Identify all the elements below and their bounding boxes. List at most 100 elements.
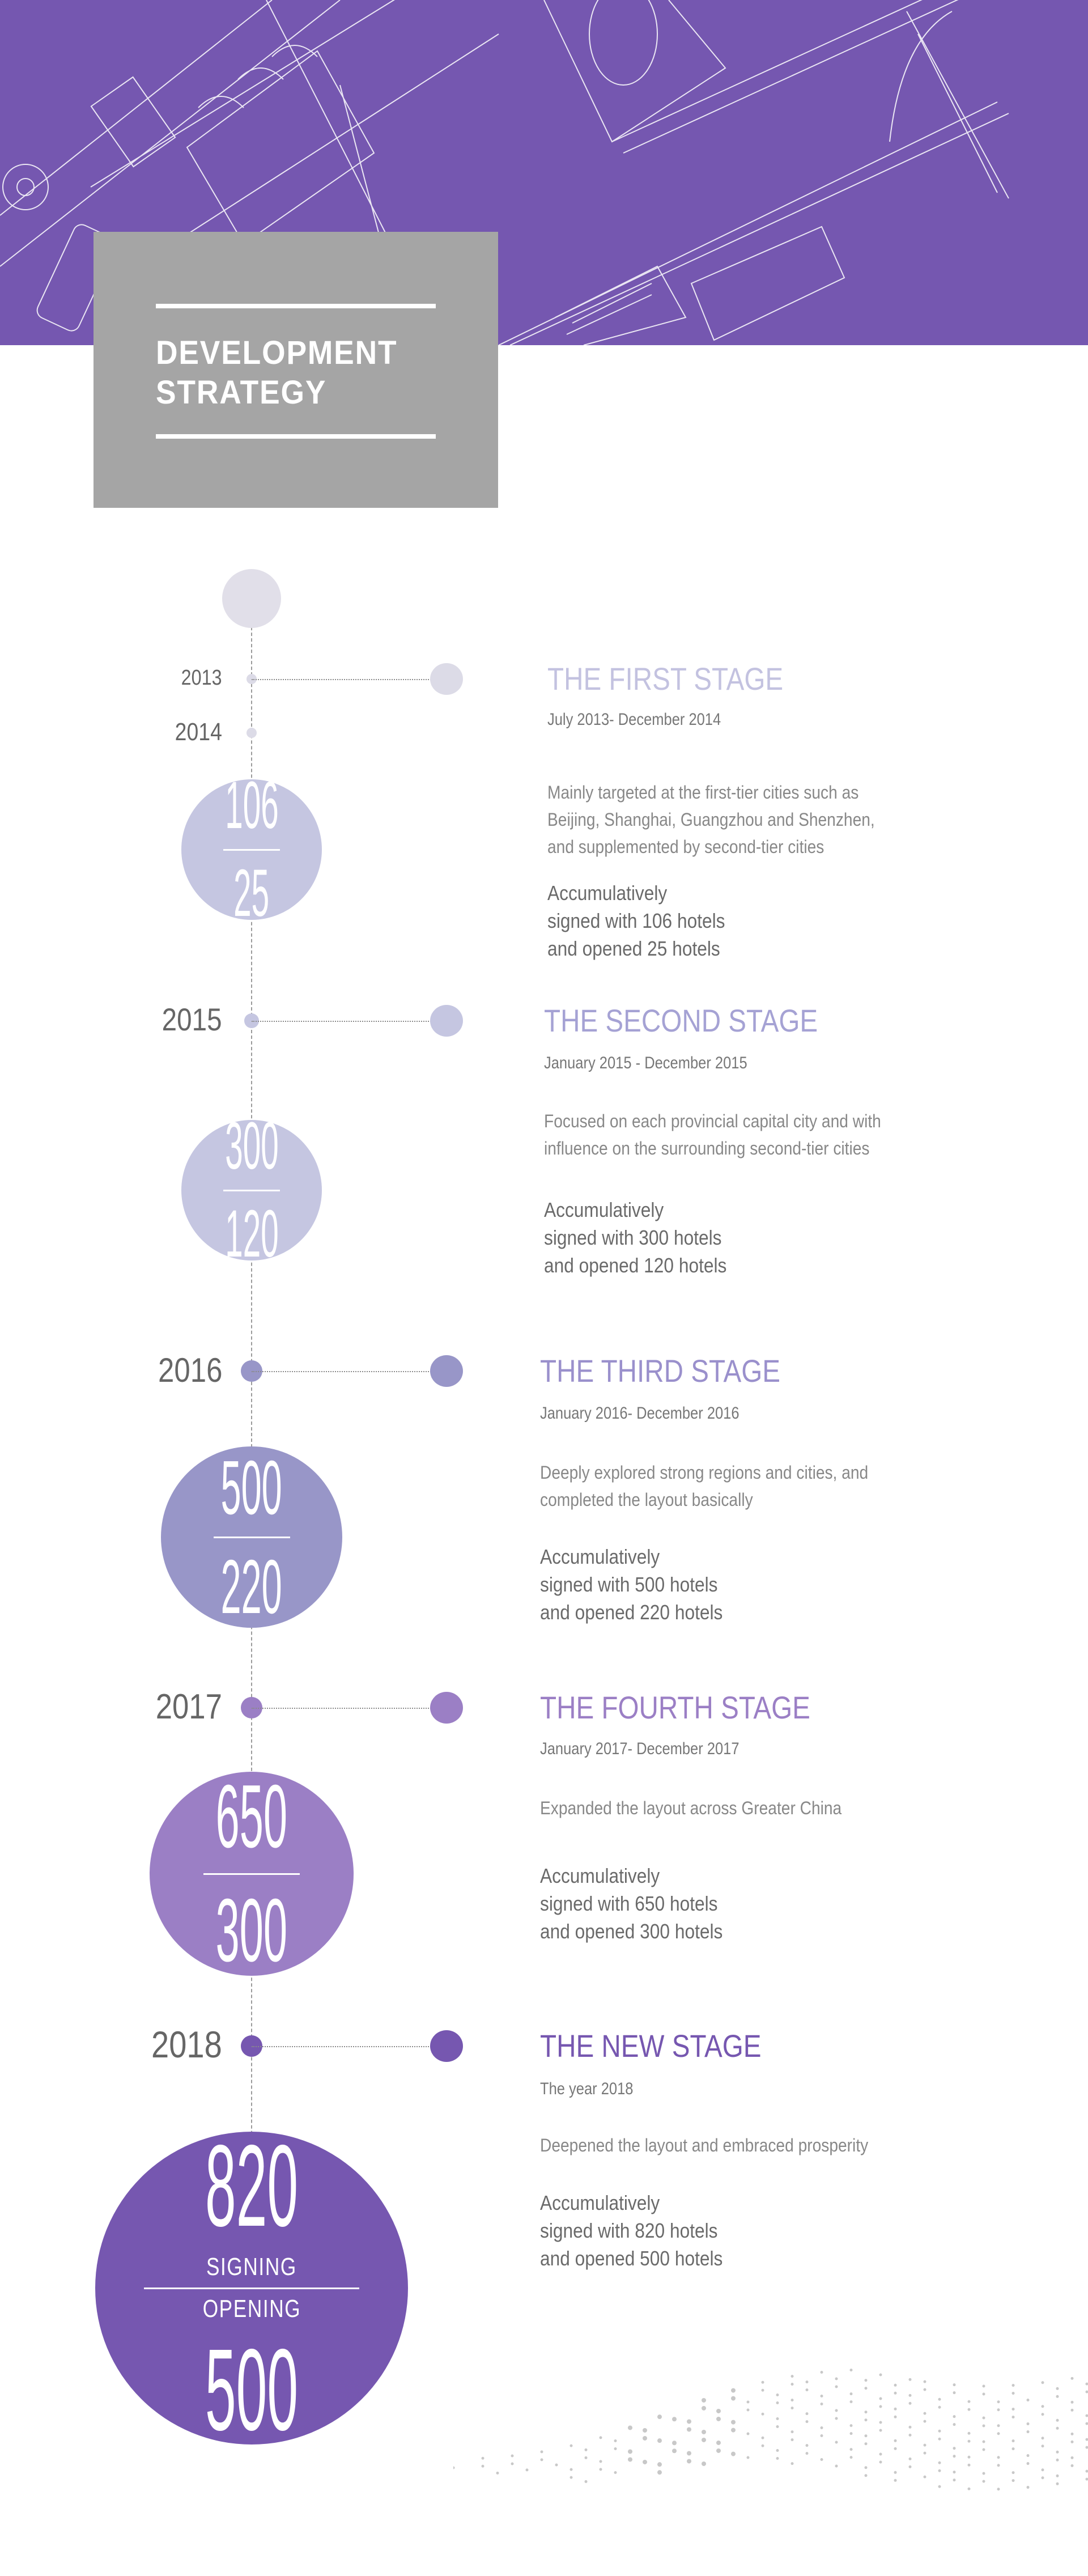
pattern-dot [805,2420,809,2424]
pattern-dot [820,2426,823,2429]
pattern-dot [982,2480,985,2483]
stage-marker-dot[interactable] [430,1355,463,1387]
pattern-dot [1026,2430,1030,2434]
pattern-dot [849,2392,853,2396]
fraction-divider [223,848,280,851]
pattern-dot [894,2447,897,2450]
pattern-dot [1041,2413,1044,2416]
pattern-dot [953,2447,956,2450]
pattern-dot [672,2448,677,2454]
pattern-dot [820,2402,823,2405]
signed-count: 106 [224,767,279,843]
pattern-dot [790,2375,794,2378]
pattern-dot [790,2438,794,2442]
pattern-dot [790,2399,794,2402]
pattern-dot [967,2455,971,2459]
pattern-dot [879,2373,882,2376]
title-rule-bottom [156,434,436,439]
pattern-dot [525,2468,529,2472]
year-label: 2014 [175,718,222,746]
pattern-dot [953,2479,956,2482]
pattern-dot [953,2391,956,2395]
summary-line: Accumulatively [547,881,668,905]
pattern-dot [1070,2440,1074,2443]
pattern-dot [657,2414,662,2420]
pattern-dot [716,2448,721,2453]
pattern-dot [1085,2438,1088,2441]
pattern-dot [894,2391,897,2395]
stage-stats-circle: 820 SIGNING OPENING 500 [95,2121,408,2455]
pattern-dot [481,2464,484,2468]
pattern-dot [923,2412,926,2415]
pattern-dot [879,2421,882,2424]
pattern-dot [761,2380,764,2384]
stage-connector [252,679,447,680]
stage-marker-dot[interactable] [430,663,463,695]
pattern-dot [953,2383,956,2387]
summary-line: Accumulatively [544,1198,664,1221]
pattern-dot [982,2416,985,2420]
pattern-dot [761,2436,764,2439]
pattern-dot [1026,2486,1030,2489]
pattern-dot [923,2380,926,2383]
stage-description: Deepened the layout and embraced prosper… [540,2132,868,2159]
year-label: 2017 [155,1687,222,1726]
pattern-dot [776,2456,779,2460]
pattern-dot [540,2458,543,2462]
pattern-dot [982,2472,985,2475]
pattern-dot [716,2408,721,2413]
pattern-dot [1056,2474,1059,2477]
pattern-dot [731,2451,736,2456]
pattern-dot [1056,2387,1059,2390]
pattern-dot [820,2370,823,2374]
pattern-dot [894,2479,897,2482]
stage-stats-circle: 300 120 [181,1109,322,1271]
pattern-dot [731,2420,736,2425]
pattern-dot [908,2401,912,2405]
pattern-dot [953,2471,956,2474]
opened-label: OPENING [202,2294,301,2323]
stage-title: THE NEW STAGE [540,2028,762,2064]
pattern-dot [849,2400,853,2404]
pattern-dot [849,2432,853,2435]
pattern-dot [923,2475,926,2479]
pattern-dot [849,2424,853,2428]
pattern-dot [864,2411,868,2414]
pattern-dot [908,2425,912,2429]
pattern-dot [864,2466,868,2469]
fraction-divider [223,1189,280,1191]
pattern-dot [776,2393,779,2396]
pattern-dot [614,2471,617,2474]
fraction-divider [213,1536,290,1538]
signed-count: 820 [205,2121,299,2251]
stage-summary: Accumulatively signed with 500 hotels and … [540,1543,722,1626]
pattern-dot [511,2462,514,2465]
stage-marker-dot[interactable] [430,1692,463,1724]
title-rule-top [156,304,436,308]
stage-description: Expanded the layout across Greater China [540,1794,842,1822]
pattern-dot [967,2400,971,2403]
stage-connector [252,1371,447,1372]
pattern-dot [953,2423,956,2426]
pattern-dot [938,2405,941,2409]
pattern-dot [879,2460,882,2464]
pattern-dot [672,2417,677,2422]
pattern-dot [805,2388,809,2392]
signed-count: 650 [215,1766,288,1866]
pattern-dot [702,2429,706,2434]
pattern-dot [672,2441,677,2446]
pattern-dot [849,2369,853,2372]
stage-marker-dot[interactable] [430,2030,463,2062]
pattern-dot [716,2416,721,2421]
stage-connector [252,1021,447,1022]
pattern-dot [908,2378,912,2381]
pattern-dot [746,2456,750,2459]
stage-marker-dot[interactable] [430,1005,463,1037]
pattern-dot [835,2441,838,2444]
pattern-dot [908,2433,912,2437]
summary-line: Accumulatively [540,1545,660,1568]
pattern-dot [864,2418,868,2422]
pattern-dot [643,2459,647,2464]
pattern-dot [805,2412,809,2416]
section-title-box: DEVELOPMENT STRATEGY [94,232,498,508]
